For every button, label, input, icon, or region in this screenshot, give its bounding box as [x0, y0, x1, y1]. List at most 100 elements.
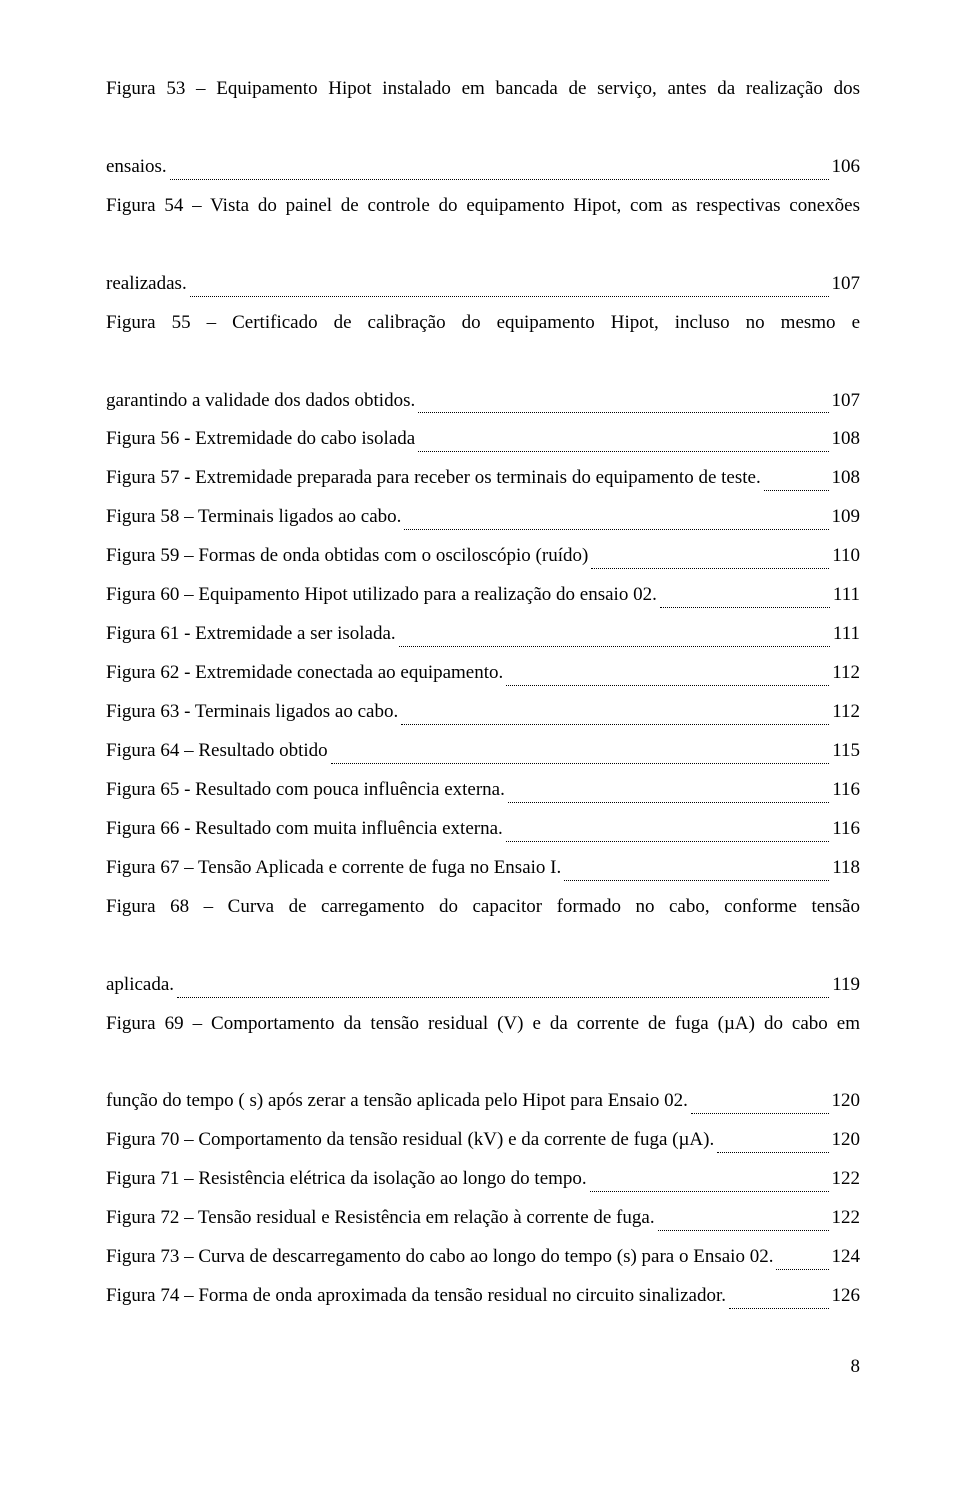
figure-page: 120: [832, 1082, 861, 1121]
figure-caption: Figura 62 - Extremidade conectada ao equ…: [106, 654, 503, 693]
figure-entry-lastline: função do tempo ( s) após zerar a tensão…: [106, 1082, 860, 1121]
figure-page: 106: [832, 148, 861, 187]
figure-caption-line: Figura 55 – Certificado de calibração do…: [106, 304, 860, 382]
dot-leaders: [729, 1292, 829, 1309]
figure-entry: Figura 53 – Equipamento Hipot instalado …: [106, 70, 860, 187]
dot-leaders: [177, 980, 829, 997]
figure-entry: Figura 61 - Extremidade a ser isolada. 11…: [106, 615, 860, 654]
dot-leaders: [399, 630, 830, 647]
figure-caption: Figura 63 - Terminais ligados ao cabo.: [106, 693, 398, 732]
figure-entry: Figura 72 – Tensão residual e Resistênci…: [106, 1199, 860, 1238]
figure-entry: Figura 56 - Extremidade do cabo isolada 1…: [106, 420, 860, 459]
figure-caption: Figura 65 - Resultado com pouca influênc…: [106, 771, 505, 810]
dot-leaders: [418, 396, 828, 413]
figure-page: 112: [832, 654, 860, 693]
dot-leaders: [590, 1175, 829, 1192]
figure-entry-lastline: aplicada. 119: [106, 966, 860, 1005]
figure-caption: Figura 60 – Equipamento Hipot utilizado …: [106, 576, 657, 615]
figure-caption: Figura 59 – Formas de onda obtidas com o…: [106, 537, 588, 576]
figure-caption: Figura 70 – Comportamento da tensão resi…: [106, 1121, 714, 1160]
figure-caption-line: Figura 69 – Comportamento da tensão resi…: [106, 1005, 860, 1083]
figure-entry: Figura 69 – Comportamento da tensão resi…: [106, 1005, 860, 1122]
figure-entry-lastline: realizadas. 107: [106, 265, 860, 304]
dot-leaders: [508, 786, 829, 803]
dot-leaders: [776, 1253, 828, 1270]
figure-page: 116: [832, 771, 860, 810]
dot-leaders: [401, 708, 829, 725]
figure-entry: Figura 58 – Terminais ligados ao cabo. 10…: [106, 498, 860, 537]
dot-leaders: [660, 591, 830, 608]
figure-caption: Figura 57 - Extremidade preparada para r…: [106, 459, 761, 498]
dot-leaders: [564, 864, 829, 881]
figure-entry: Figura 54 – Vista do painel de controle …: [106, 187, 860, 304]
figure-entry: Figura 65 - Resultado com pouca influênc…: [106, 771, 860, 810]
figure-caption-line: Figura 68 – Curva de carregamento do cap…: [106, 888, 860, 966]
figure-caption-line: Figura 54 – Vista do painel de controle …: [106, 187, 860, 265]
figure-caption-line: garantindo a validade dos dados obtidos.: [106, 382, 415, 421]
figure-page: 126: [832, 1277, 861, 1316]
figure-page: 111: [833, 576, 860, 615]
figure-entry: Figura 62 - Extremidade conectada ao equ…: [106, 654, 860, 693]
figure-caption: Figura 67 – Tensão Aplicada e corrente d…: [106, 849, 561, 888]
figure-page: 118: [832, 849, 860, 888]
figure-entry: Figura 55 – Certificado de calibração do…: [106, 304, 860, 421]
figure-entry: Figura 57 - Extremidade preparada para r…: [106, 459, 860, 498]
dot-leaders: [658, 1214, 829, 1231]
figure-list: Figura 53 – Equipamento Hipot instalado …: [106, 70, 860, 1316]
figure-caption: Figura 56 - Extremidade do cabo isolada: [106, 420, 415, 459]
figure-page: 108: [832, 420, 861, 459]
figure-caption: Figura 72 – Tensão residual e Resistênci…: [106, 1199, 655, 1238]
figure-entry: Figura 60 – Equipamento Hipot utilizado …: [106, 576, 860, 615]
figure-entry: Figura 64 – Resultado obtido 115: [106, 732, 860, 771]
figure-page: 110: [832, 537, 860, 576]
dot-leaders: [691, 1097, 829, 1114]
figure-page: 124: [832, 1238, 861, 1277]
figure-page: 119: [832, 966, 860, 1005]
figure-caption: Figura 61 - Extremidade a ser isolada.: [106, 615, 396, 654]
dot-leaders: [418, 435, 828, 452]
dot-leaders: [591, 552, 829, 569]
figure-caption: Figura 66 - Resultado com muita influênc…: [106, 810, 503, 849]
figure-entry: Figura 63 - Terminais ligados ao cabo. 11…: [106, 693, 860, 732]
dot-leaders: [170, 163, 829, 180]
figure-caption-line: ensaios.: [106, 148, 167, 187]
dot-leaders: [404, 513, 828, 530]
figure-caption: Figura 71 – Resistência elétrica da isol…: [106, 1160, 587, 1199]
figure-page: 107: [832, 265, 861, 304]
dot-leaders: [331, 747, 830, 764]
figure-page: 120: [832, 1121, 861, 1160]
page-number: 8: [106, 1348, 860, 1387]
figure-entry: Figura 70 – Comportamento da tensão resi…: [106, 1121, 860, 1160]
figure-caption: Figura 73 – Curva de descarregamento do …: [106, 1238, 773, 1277]
figure-page: 116: [832, 810, 860, 849]
figure-caption: Figura 58 – Terminais ligados ao cabo.: [106, 498, 401, 537]
dot-leaders: [764, 474, 829, 491]
figure-page: 111: [833, 615, 860, 654]
figure-entry: Figura 68 – Curva de carregamento do cap…: [106, 888, 860, 1005]
figure-page: 112: [832, 693, 860, 732]
figure-entry: Figura 73 – Curva de descarregamento do …: [106, 1238, 860, 1277]
figure-caption-line: função do tempo ( s) após zerar a tensão…: [106, 1082, 688, 1121]
figure-caption: Figura 74 – Forma de onda aproximada da …: [106, 1277, 726, 1316]
dot-leaders: [506, 825, 829, 842]
dot-leaders: [506, 669, 829, 686]
dot-leaders: [190, 279, 829, 296]
figure-entry: Figura 67 – Tensão Aplicada e corrente d…: [106, 849, 860, 888]
figure-entry: Figura 59 – Formas de onda obtidas com o…: [106, 537, 860, 576]
figure-entry: Figura 71 – Resistência elétrica da isol…: [106, 1160, 860, 1199]
figure-caption-line: aplicada.: [106, 966, 174, 1005]
figure-entry: Figura 66 - Resultado com muita influênc…: [106, 810, 860, 849]
figure-entry: Figura 74 – Forma de onda aproximada da …: [106, 1277, 860, 1316]
figure-caption-line: realizadas.: [106, 265, 187, 304]
figure-caption: Figura 64 – Resultado obtido: [106, 732, 328, 771]
figure-page: 122: [832, 1160, 861, 1199]
figure-page: 108: [832, 459, 861, 498]
figure-page: 107: [832, 382, 861, 421]
dot-leaders: [717, 1136, 828, 1153]
figure-caption-line: Figura 53 – Equipamento Hipot instalado …: [106, 70, 860, 148]
figure-entry-lastline: garantindo a validade dos dados obtidos.…: [106, 382, 860, 421]
figure-page: 115: [832, 732, 860, 771]
figure-page: 109: [832, 498, 861, 537]
figure-entry-lastline: ensaios. 106: [106, 148, 860, 187]
figure-page: 122: [832, 1199, 861, 1238]
